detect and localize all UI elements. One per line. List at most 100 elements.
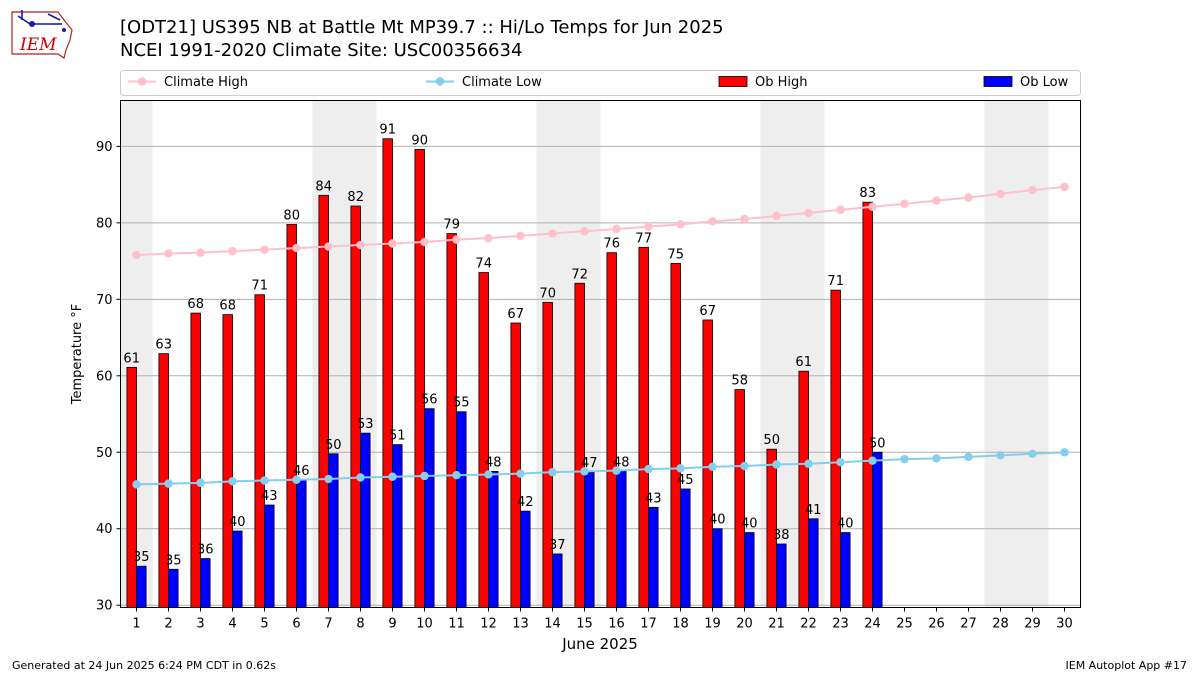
ob-high-label-15: 72	[571, 267, 588, 282]
climate-high-line	[136, 185, 1065, 256]
legend-ob-low-label: Ob Low	[1020, 75, 1069, 90]
climate-low-point-15	[580, 467, 589, 476]
ob-low-bar-8	[360, 432, 371, 608]
ob-high-bar-9	[382, 138, 393, 608]
x-axis-label: June 2025	[561, 635, 638, 653]
climate-high-point-23	[836, 205, 845, 215]
climate-high-point-4	[228, 246, 237, 256]
climate-high-point-1	[132, 250, 141, 260]
ob-low-label-19: 40	[709, 513, 726, 528]
ob-low-bar-1	[136, 565, 147, 608]
climate-low-point-29	[1028, 449, 1037, 458]
ob-high-label-13: 67	[507, 307, 524, 322]
ob-low-label-17: 43	[645, 491, 662, 506]
temperature-chart: 6135633568366840714380468450825391519056…	[70, 70, 1081, 653]
ob-high-label-17: 77	[635, 231, 652, 246]
ob-low-bar-3	[200, 558, 211, 608]
climate-low-point-8	[356, 473, 365, 482]
ob-high-label-5: 71	[251, 279, 268, 294]
climate-low-point-22	[804, 459, 813, 468]
ob-high-bar-6	[286, 223, 297, 608]
ob-low-bar-18	[680, 488, 691, 608]
ob-low-label-16: 48	[613, 455, 630, 470]
climate-low-point-1	[132, 480, 141, 489]
ob-low-label-3: 36	[197, 543, 214, 558]
x-tick-label-15: 15	[576, 617, 593, 632]
climate-high-point-19	[708, 217, 717, 226]
ob-high-label-9: 91	[379, 123, 396, 138]
ob-high-label-4: 68	[219, 299, 236, 314]
x-tick-label-21: 21	[768, 617, 785, 632]
ob-low-label-8: 53	[357, 417, 374, 432]
climate-low-point-18	[676, 464, 685, 473]
climate-high-point-12	[484, 233, 493, 243]
legend-climate-low-label: Climate Low	[462, 75, 542, 90]
x-tick-label-13: 13	[512, 617, 529, 632]
climate-high-point-21	[772, 211, 781, 221]
x-tick-label-20: 20	[736, 617, 753, 632]
ob-low-bar-13	[520, 510, 531, 608]
ob-low-label-22: 41	[805, 503, 822, 518]
climate-low-point-16	[612, 466, 621, 475]
app-label: IEM Autoplot App #17	[1065, 659, 1188, 672]
climate-high-point-24	[868, 202, 877, 211]
ob-high-label-19: 67	[699, 304, 716, 319]
x-tick-label-30: 30	[1056, 617, 1073, 632]
climate-low-point-9	[388, 472, 397, 481]
ob-low-label-24: 50	[869, 436, 886, 451]
climate-high-point-25	[900, 199, 909, 208]
x-tick-label-24: 24	[864, 617, 881, 632]
legend-climate-high-marker	[137, 77, 147, 86]
ob-low-bar-24	[872, 451, 883, 608]
climate-low-point-4	[228, 477, 237, 486]
x-tick-label-16: 16	[608, 617, 625, 632]
ob-low-bar-10	[424, 408, 435, 608]
climate-low-point-24	[868, 456, 877, 465]
ob-high-label-21: 50	[763, 433, 780, 448]
ob-low-label-12: 48	[485, 455, 502, 470]
climate-low-point-25	[900, 454, 909, 464]
ob-high-bar-20	[734, 389, 745, 608]
ob-high-label-11: 79	[443, 218, 460, 233]
x-tick-label-7: 7	[324, 617, 332, 632]
ob-high-label-22: 61	[795, 355, 812, 370]
x-tick-label-23: 23	[832, 617, 849, 632]
y-axis-label: Temperature °F	[70, 304, 85, 405]
ob-low-bar-15	[584, 471, 595, 608]
legend-climate-low-marker	[435, 77, 445, 86]
ob-low-label-13: 42	[517, 495, 534, 510]
climate-high-point-7	[324, 242, 333, 251]
climate-high-point-9	[388, 239, 397, 248]
x-tick-label-12: 12	[480, 617, 497, 632]
ob-low-label-5: 43	[261, 489, 278, 504]
x-tick-label-18: 18	[672, 617, 689, 632]
x-tick-label-2: 2	[164, 617, 172, 632]
ob-low-bar-21	[776, 543, 787, 608]
ob-high-bar-15	[574, 282, 585, 608]
climate-high-point-8	[356, 240, 365, 250]
climate-high-point-28	[996, 189, 1005, 198]
climate-high-point-5	[260, 245, 269, 254]
ob-high-bar-22	[798, 370, 809, 608]
ob-high-label-14: 70	[539, 286, 556, 301]
ob-high-label-12: 74	[475, 257, 492, 272]
ob-high-bar-5	[254, 294, 265, 608]
ob-low-bar-9	[392, 444, 403, 608]
ob-low-label-9: 51	[389, 429, 406, 444]
climate-low-point-17	[644, 464, 653, 474]
generated-timestamp: Generated at 24 Jun 2025 6:24 PM CDT in …	[12, 659, 277, 672]
legend-ob-high-swatch	[718, 76, 748, 87]
ob-high-bar-24	[862, 201, 873, 608]
x-tick-label-25: 25	[896, 617, 913, 632]
x-tick-label-9: 9	[388, 617, 396, 632]
legend-box	[120, 70, 1081, 96]
legend-climate-high-label: Climate High	[164, 75, 248, 90]
climate-low-point-26	[932, 454, 941, 463]
ob-high-bar-16	[606, 252, 617, 608]
ob-high-label-10: 90	[411, 133, 428, 148]
ob-low-bar-12	[488, 470, 499, 608]
ob-high-label-18: 75	[667, 247, 684, 262]
plot-frame	[120, 100, 1081, 608]
climate-low-point-7	[324, 474, 333, 484]
x-tick-label-5: 5	[260, 617, 268, 632]
